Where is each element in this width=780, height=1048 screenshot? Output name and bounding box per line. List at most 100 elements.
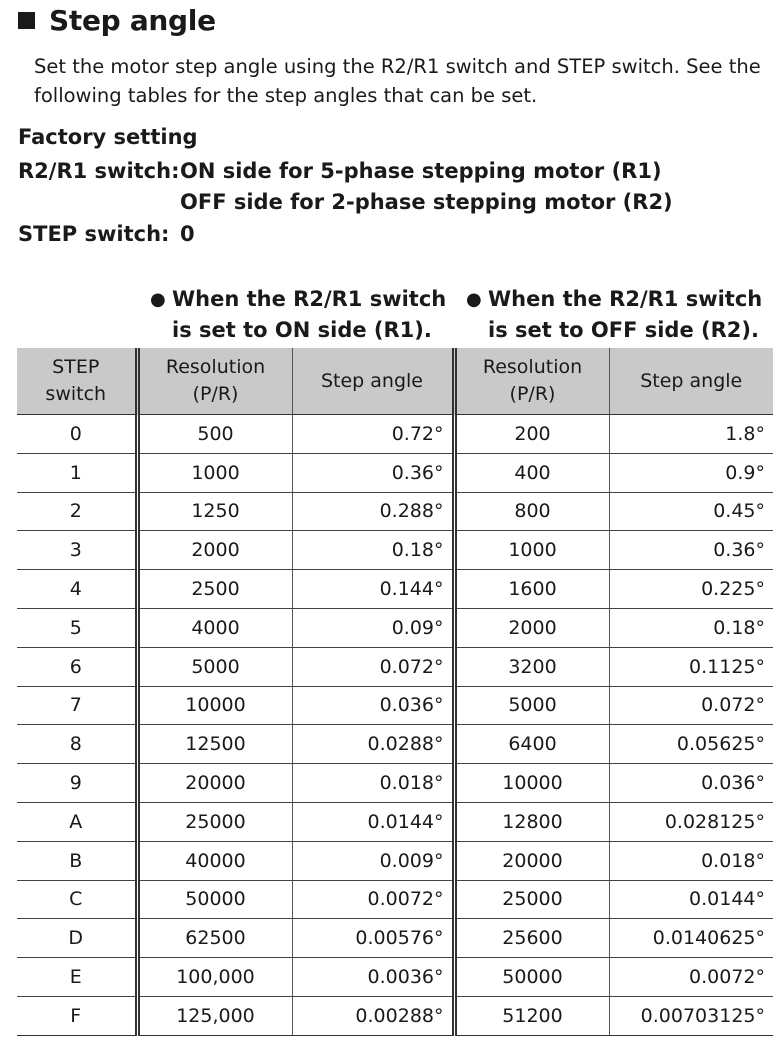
cell-step-angle-off: 0.036° xyxy=(608,763,773,803)
cell-resolution-on: 2000 xyxy=(134,530,292,571)
cell-resolution-on: 1250 xyxy=(134,492,292,532)
square-bullet-icon xyxy=(18,12,35,29)
cell-resolution-off: 25000 xyxy=(451,880,609,920)
cell-step-angle-off: 0.00703125° xyxy=(608,996,773,1036)
cell-step-switch: A xyxy=(17,802,137,842)
cell-step-switch: 2 xyxy=(17,492,137,532)
section-title-text: Step angle xyxy=(49,4,216,37)
cell-step-switch: C xyxy=(17,880,137,920)
bullet-dot-icon: ● xyxy=(466,289,482,310)
note-off-side: ● When the R2/R1 switch is set to OFF si… xyxy=(466,284,763,346)
cell-step-angle-on: 0.036° xyxy=(291,686,454,726)
cell-step-switch: 6 xyxy=(17,647,137,687)
cell-step-angle-on: 0.0288° xyxy=(291,724,454,765)
cell-step-switch: E xyxy=(17,957,137,997)
r2r1-setting-on: ON side for 5-phase stepping motor (R1) xyxy=(180,159,662,183)
note-off-line2: is set to OFF side (R2). xyxy=(488,318,759,342)
r2r1-setting-row: R2/R1 switch: ON side for 5-phase steppi… xyxy=(18,156,662,187)
cell-resolution-off: 50000 xyxy=(451,957,609,997)
table-row: 3 2000 0.18° 1000 0.36° xyxy=(17,530,773,571)
cell-resolution-off: 6400 xyxy=(451,724,609,765)
cell-step-angle-off: 0.072° xyxy=(608,686,773,726)
factory-setting-heading: Factory setting xyxy=(18,125,198,149)
table-row: 9 20000 0.018° 10000 0.036° xyxy=(17,763,773,803)
cell-resolution-on: 2500 xyxy=(134,569,292,609)
cell-step-angle-on: 0.00576° xyxy=(291,918,454,959)
note-off-line1: When the R2/R1 switch xyxy=(488,287,763,311)
cell-resolution-on: 62500 xyxy=(134,918,292,959)
note-on-line1: When the R2/R1 switch xyxy=(172,287,447,311)
cell-step-angle-on: 0.0072° xyxy=(291,880,454,920)
cell-step-angle-on: 0.018° xyxy=(291,763,454,803)
step-setting-value: 0 xyxy=(180,222,195,246)
cell-step-switch: 0 xyxy=(17,414,137,454)
cell-resolution-on: 25000 xyxy=(134,802,292,842)
cell-resolution-on: 12500 xyxy=(134,724,292,765)
cell-step-angle-on: 0.00288° xyxy=(291,996,454,1036)
table-row: D 62500 0.00576° 25600 0.0140625° xyxy=(17,918,773,959)
table-row: 8 12500 0.0288° 6400 0.05625° xyxy=(17,724,773,765)
cell-resolution-off: 20000 xyxy=(451,841,609,881)
table-row: 6 5000 0.072° 3200 0.1125° xyxy=(17,647,773,687)
step-setting-row: STEP switch: 0 xyxy=(18,219,195,250)
cell-step-angle-on: 0.09° xyxy=(291,608,454,648)
step-angle-table: STEP switch Resolution (P/R) Step angle … xyxy=(17,348,773,1036)
cell-resolution-off: 12800 xyxy=(451,802,609,842)
cell-step-angle-off: 0.0144° xyxy=(608,880,773,920)
note-on-side: ● When the R2/R1 switch is set to ON sid… xyxy=(150,284,447,346)
cell-step-switch: 3 xyxy=(17,530,137,571)
table-row: 0 500 0.72° 200 1.8° xyxy=(17,414,773,454)
cell-step-angle-off: 0.225° xyxy=(608,569,773,609)
cell-step-angle-on: 0.36° xyxy=(291,453,454,493)
cell-resolution-off: 3200 xyxy=(451,647,609,687)
cell-resolution-off: 51200 xyxy=(451,996,609,1036)
cell-resolution-on: 125,000 xyxy=(134,996,292,1036)
cell-resolution-off: 10000 xyxy=(451,763,609,803)
cell-resolution-on: 1000 xyxy=(134,453,292,493)
cell-resolution-off: 1000 xyxy=(451,530,609,571)
r2r1-setting-off: OFF side for 2-phase stepping motor (R2) xyxy=(180,190,673,214)
cell-step-switch: 9 xyxy=(17,763,137,803)
cell-resolution-off: 2000 xyxy=(451,608,609,648)
cell-step-angle-off: 0.45° xyxy=(608,492,773,532)
section-description: Set the motor step angle using the R2/R1… xyxy=(34,55,761,107)
cell-step-switch: F xyxy=(17,996,137,1036)
section-title: Step angle xyxy=(18,4,216,37)
cell-step-angle-off: 1.8° xyxy=(608,414,773,454)
cell-step-angle-off: 0.0072° xyxy=(608,957,773,997)
cell-resolution-on: 50000 xyxy=(134,880,292,920)
cell-step-angle-off: 0.36° xyxy=(608,530,773,571)
table-row: 1 1000 0.36° 400 0.9° xyxy=(17,453,773,493)
cell-step-switch: B xyxy=(17,841,137,881)
table-row: 5 4000 0.09° 2000 0.18° xyxy=(17,608,773,648)
cell-resolution-off: 400 xyxy=(451,453,609,493)
cell-step-angle-off: 0.05625° xyxy=(608,724,773,765)
table-row: A 25000 0.0144° 12800 0.028125° xyxy=(17,802,773,842)
table-row: C 50000 0.0072° 25000 0.0144° xyxy=(17,880,773,920)
cell-step-switch: 7 xyxy=(17,686,137,726)
cell-step-angle-on: 0.072° xyxy=(291,647,454,687)
cell-step-angle-off: 0.018° xyxy=(608,841,773,881)
cell-step-angle-on: 0.72° xyxy=(291,414,454,454)
note-on-line2: is set to ON side (R1). xyxy=(172,318,432,342)
cell-step-switch: 4 xyxy=(17,569,137,609)
header-resolution-off: Resolution (P/R) xyxy=(451,348,609,415)
table-row: F 125,000 0.00288° 51200 0.00703125° xyxy=(17,996,773,1036)
table-row: 7 10000 0.036° 5000 0.072° xyxy=(17,686,773,726)
cell-resolution-on: 5000 xyxy=(134,647,292,687)
cell-resolution-off: 200 xyxy=(451,414,609,454)
table-row: 2 1250 0.288° 800 0.45° xyxy=(17,492,773,532)
table-header-row: STEP switch Resolution (P/R) Step angle … xyxy=(17,348,773,415)
cell-step-switch: 1 xyxy=(17,453,137,493)
table-row: E 100,000 0.0036° 50000 0.0072° xyxy=(17,957,773,997)
cell-step-angle-off: 0.9° xyxy=(608,453,773,493)
r2r1-setting-key: R2/R1 switch: xyxy=(18,159,180,183)
cell-resolution-on: 20000 xyxy=(134,763,292,803)
cell-step-angle-off: 0.0140625° xyxy=(608,918,773,959)
header-step-switch: STEP switch xyxy=(17,348,137,415)
cell-resolution-on: 500 xyxy=(134,414,292,454)
cell-step-angle-on: 0.0144° xyxy=(291,802,454,842)
cell-resolution-off: 5000 xyxy=(451,686,609,726)
cell-step-angle-on: 0.18° xyxy=(291,530,454,571)
step-setting-key: STEP switch: xyxy=(18,222,170,246)
